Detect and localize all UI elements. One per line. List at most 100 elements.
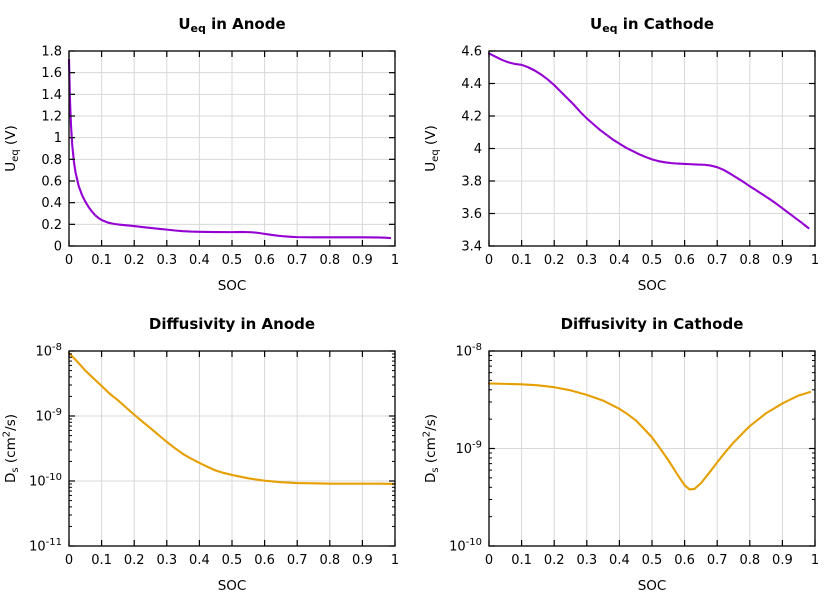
data-curve-diffusivity-cathode	[487, 382, 812, 491]
y-tick-label: 4.2	[461, 110, 482, 125]
y-tick-label: 0.4	[41, 196, 62, 211]
x-tick-label: 0.2	[124, 553, 145, 568]
label-part-sup: -10	[466, 537, 482, 548]
x-tick-label: 0.5	[222, 253, 243, 268]
x-tick-label: 0.6	[674, 553, 695, 568]
x-tick-label: 0.7	[707, 253, 728, 268]
x-tick-label: 0.1	[91, 253, 112, 268]
x-tick-label: 1	[391, 253, 399, 268]
x-tick-label: 0.4	[609, 253, 630, 268]
chart-title: Diffusivity in Cathode	[561, 315, 744, 333]
x-tick-label: 0.7	[287, 553, 308, 568]
y-tick-label: 0.6	[41, 175, 62, 190]
x-tick-label: 0	[485, 253, 493, 268]
label-part: (V)	[423, 125, 439, 149]
label-part: D	[423, 473, 439, 483]
x-tick-label: 0.1	[511, 253, 532, 268]
y-tick-label: 10-10	[29, 472, 62, 490]
x-tick-label: 0	[65, 253, 73, 268]
label-part: 1.2	[41, 110, 62, 125]
label-part: 0	[54, 240, 62, 255]
label-part: Diffusivity in Anode	[149, 315, 315, 333]
chart-title: Diffusivity in Anode	[149, 315, 315, 333]
label-part: 0.6	[41, 175, 62, 190]
label-part: /s)	[423, 414, 439, 431]
x-tick-label: 0.4	[609, 553, 630, 568]
y-tick-label: 10-8	[455, 342, 482, 360]
label-part-sub: s	[10, 467, 21, 472]
y-tick-label: 0.2	[41, 218, 62, 233]
x-tick-label: 0.4	[189, 553, 210, 568]
y-tick-label: 1	[54, 131, 62, 146]
label-part-sub: eq	[191, 22, 206, 35]
label-part-sup: -9	[52, 407, 62, 418]
x-axis-label: SOC	[638, 278, 667, 294]
label-part: 0.8	[41, 153, 62, 168]
data-curve-ueq-cathode	[487, 52, 810, 230]
label-part-sup: -8	[472, 342, 482, 353]
y-tick-label: 0	[54, 240, 62, 255]
label-part: 10	[449, 540, 466, 555]
label-part: U	[423, 162, 439, 172]
y-tick-label: 1.2	[41, 110, 62, 125]
y-tick-label: 4	[474, 142, 482, 157]
x-tick-label: 0.5	[222, 553, 243, 568]
label-part: 3.8	[461, 175, 482, 190]
label-part-sub: eq	[430, 149, 441, 162]
x-tick-label: 0.6	[674, 253, 695, 268]
x-tick-label: 0	[485, 553, 493, 568]
y-axis-label: Ds (cm2/s)	[2, 414, 22, 483]
label-part-sup: -10	[46, 472, 62, 483]
data-curve-ueq-anode	[67, 58, 392, 240]
y-tick-label: 10-8	[35, 342, 62, 360]
label-part: 3.4	[461, 240, 482, 255]
x-tick-label: 1	[811, 253, 819, 268]
label-part-sup: -8	[52, 342, 62, 353]
x-tick-label: 0.5	[642, 553, 663, 568]
label-part: 10	[29, 540, 46, 555]
label-part: 1.4	[41, 88, 62, 103]
x-tick-label: 0.9	[772, 553, 793, 568]
label-part: D	[3, 473, 19, 483]
label-part: 0.2	[41, 218, 62, 233]
label-part: (cm	[3, 437, 19, 467]
label-part-sup: -11	[46, 537, 62, 548]
label-part: U	[590, 15, 602, 33]
chart-title: Ueq in Anode	[178, 15, 285, 35]
x-tick-label: 0.7	[287, 253, 308, 268]
x-axis-label: SOC	[218, 578, 247, 594]
x-tick-label: 0.3	[576, 253, 597, 268]
label-part: Diffusivity in Cathode	[561, 315, 744, 333]
label-part-sup: 2	[2, 431, 13, 437]
label-part: U	[178, 15, 190, 33]
x-tick-label: 0.2	[544, 553, 565, 568]
x-tick-label: 0.3	[156, 553, 177, 568]
y-tick-label: 4.6	[461, 45, 482, 60]
x-tick-label: 0.6	[254, 553, 275, 568]
y-axis-label: Ds (cm2/s)	[422, 414, 442, 483]
x-tick-label: 0.9	[772, 253, 793, 268]
y-tick-label: 4.4	[461, 77, 482, 92]
x-tick-label: 0.8	[319, 553, 340, 568]
y-tick-label: 3.4	[461, 240, 482, 255]
x-tick-label: 0.4	[189, 253, 210, 268]
y-tick-label: 1.4	[41, 88, 62, 103]
chart-diffusivity-cathode: 0 0.1 0.2 0.3 0.4 0.5 0.6 0.7 0.8 0.9 110-1010-910…	[422, 315, 820, 594]
x-tick-label: 0.6	[254, 253, 275, 268]
x-tick-label: 0.1	[91, 553, 112, 568]
chart-title: Ueq in Cathode	[590, 15, 714, 35]
x-tick-label: 0	[65, 553, 73, 568]
label-part: (cm	[423, 437, 439, 467]
label-part: 10	[29, 475, 46, 490]
label-part: 1.8	[41, 45, 62, 60]
x-axis-label: SOC	[218, 278, 247, 294]
label-part: 10	[35, 345, 52, 360]
x-tick-label: 0.8	[319, 253, 340, 268]
label-part: 3.6	[461, 207, 482, 222]
label-part: 10	[455, 345, 472, 360]
y-tick-label: 10-11	[29, 537, 62, 555]
y-tick-label: 3.8	[461, 175, 482, 190]
x-tick-label: 1	[811, 553, 819, 568]
x-tick-label: 0.2	[544, 253, 565, 268]
chart-diffusivity-anode: 0 0.1 0.2 0.3 0.4 0.5 0.6 0.7 0.8 0.9 110-1110-101…	[2, 315, 400, 594]
